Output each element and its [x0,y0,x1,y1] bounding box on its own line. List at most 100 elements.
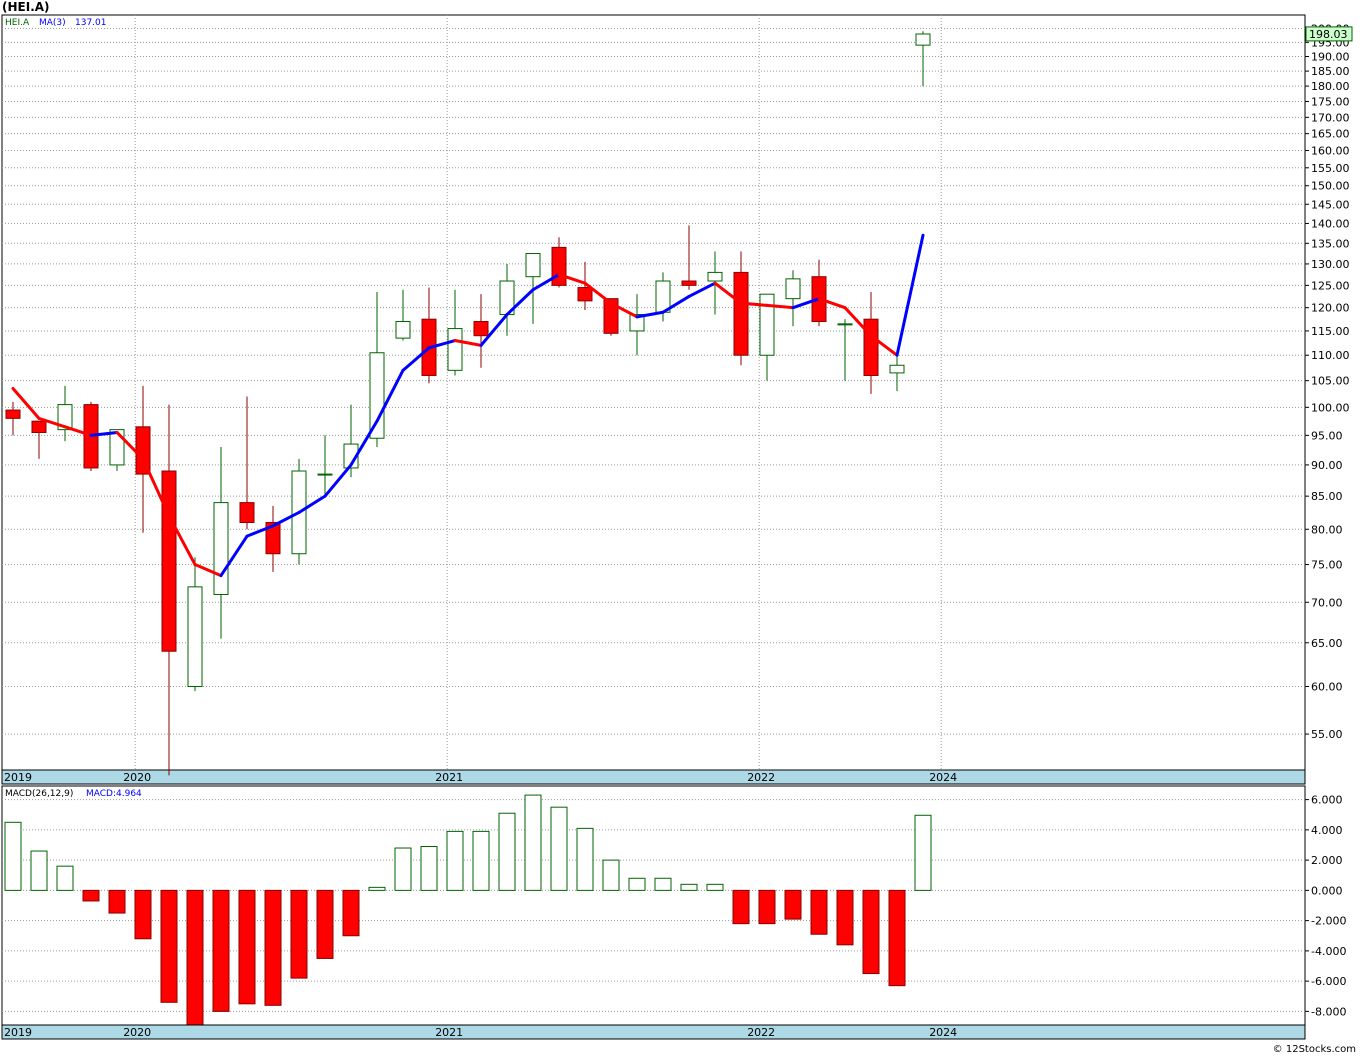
macd-bar [316,889,334,959]
current-price-label: 198.03 [1309,28,1348,41]
ma-line-segment [89,430,119,437]
year-label: 2021 [435,771,463,784]
macd-bar [888,889,906,987]
candle-body [31,420,47,433]
ma-line-segment [557,273,587,285]
price-tick-label: 95.00 [1311,429,1343,442]
price-tick-label: 105.00 [1311,375,1350,388]
candle-body [629,314,645,332]
price-tick-label: 140.00 [1311,217,1350,230]
price-tick-label: 145.00 [1311,198,1350,211]
candle-body [187,586,203,688]
price-tick-label: 120.00 [1311,302,1350,315]
ma-line-segment [11,387,41,420]
candle-body [707,271,723,282]
legend-ma-label: MA(3) [39,18,66,28]
macd-tick-label: 0.000 [1311,884,1343,897]
price-tick-label: 55.00 [1311,728,1343,741]
macd-tick-label: -6.000 [1311,975,1346,988]
ma-line-segment [167,514,197,567]
macd-bar [654,877,672,891]
price-tick-label: 160.00 [1311,144,1350,157]
candle-body [837,323,853,326]
candle-body [889,364,905,374]
macd-bar [472,830,490,891]
year-label: 2024 [929,771,957,784]
macd-tick-label: -4.000 [1311,945,1346,958]
price-tick-label: 100.00 [1311,401,1350,414]
macd-bar [108,889,126,914]
candle-body [525,253,541,278]
ma-line-segment [297,494,327,514]
candle-body [57,404,73,431]
macd-bar [446,830,464,891]
price-tick-label: 85.00 [1311,490,1343,503]
price-tick-label: 60.00 [1311,681,1343,694]
price-tick-label: 185.00 [1311,65,1350,78]
macd-bar [732,889,750,925]
ma-line-segment [219,534,249,578]
ma-line-segment [583,281,613,305]
macd-bar [134,889,152,940]
price-tick-label: 155.00 [1311,162,1350,175]
ma-line-segment [245,524,275,538]
ma-line-segment [609,301,639,319]
ma-line-segment [323,463,353,498]
macd-bar [628,877,646,891]
macd-bar [82,889,100,902]
candle-body [551,246,567,286]
macd-pane: 6.000 4.000 2.000 0.000 -2.000 -4.000 -6.000 -8… [1,785,1346,1040]
ma-line-segment [713,281,743,305]
price-tick-label: 135.00 [1311,237,1350,250]
macd-legend-value: MACD:4.964 [86,789,142,799]
macd-bar [758,889,776,925]
macd-legend-label: MACD(26,12,9) [5,789,73,799]
price-tick-label: 130.00 [1311,258,1350,271]
candle-body [785,278,801,300]
macd-bar [784,889,802,920]
ma-line-segment [401,346,431,372]
candle-body [447,328,463,371]
price-tick-label: 115.00 [1311,325,1350,338]
ma-line-segment [765,303,795,310]
price-tick-label: 80.00 [1311,523,1343,536]
macd-bar [524,794,542,891]
price-tick-label: 125.00 [1311,279,1350,292]
macd-bar [160,889,178,1003]
macd-bar [550,806,568,891]
macd-bar [862,889,880,975]
candle-body [733,271,749,356]
ma-line-segment [739,301,769,307]
macd-tick-label: -8.000 [1311,1005,1346,1018]
price-tick-label: 75.00 [1311,559,1343,572]
price-tick-label: 150.00 [1311,180,1350,193]
macd-bar [56,865,74,891]
macd-bar [394,847,412,891]
macd-year-label: 2019 [4,1026,32,1039]
macd-bar [914,814,932,891]
macd-tick-label: 6.000 [1311,794,1343,807]
macd-bar [212,889,230,1012]
macd-tick-label: 2.000 [1311,854,1343,867]
candle-body [863,318,879,376]
macd-bar [368,886,386,891]
candle-body [161,470,177,652]
candle-body [603,298,619,334]
price-tick-label: 165.00 [1311,128,1350,141]
ma-line-segment [453,339,483,347]
legend-symbol: HEI.A [5,18,30,28]
price-tick-label: 190.00 [1311,51,1350,64]
macd-date-axis [1,1024,1306,1040]
candle-body [5,409,21,419]
macd-bar [30,850,48,891]
macd-year-label: 2024 [929,1026,957,1039]
candle-body [473,321,489,337]
ma-line-segment [817,297,847,310]
ma-line-segment [37,416,67,429]
watermark: © 12Stocks.com [1272,1044,1356,1055]
candle-body [265,521,281,555]
macd-bar [602,859,620,891]
price-tick-label: 65.00 [1311,637,1343,650]
candle-body [369,352,385,439]
